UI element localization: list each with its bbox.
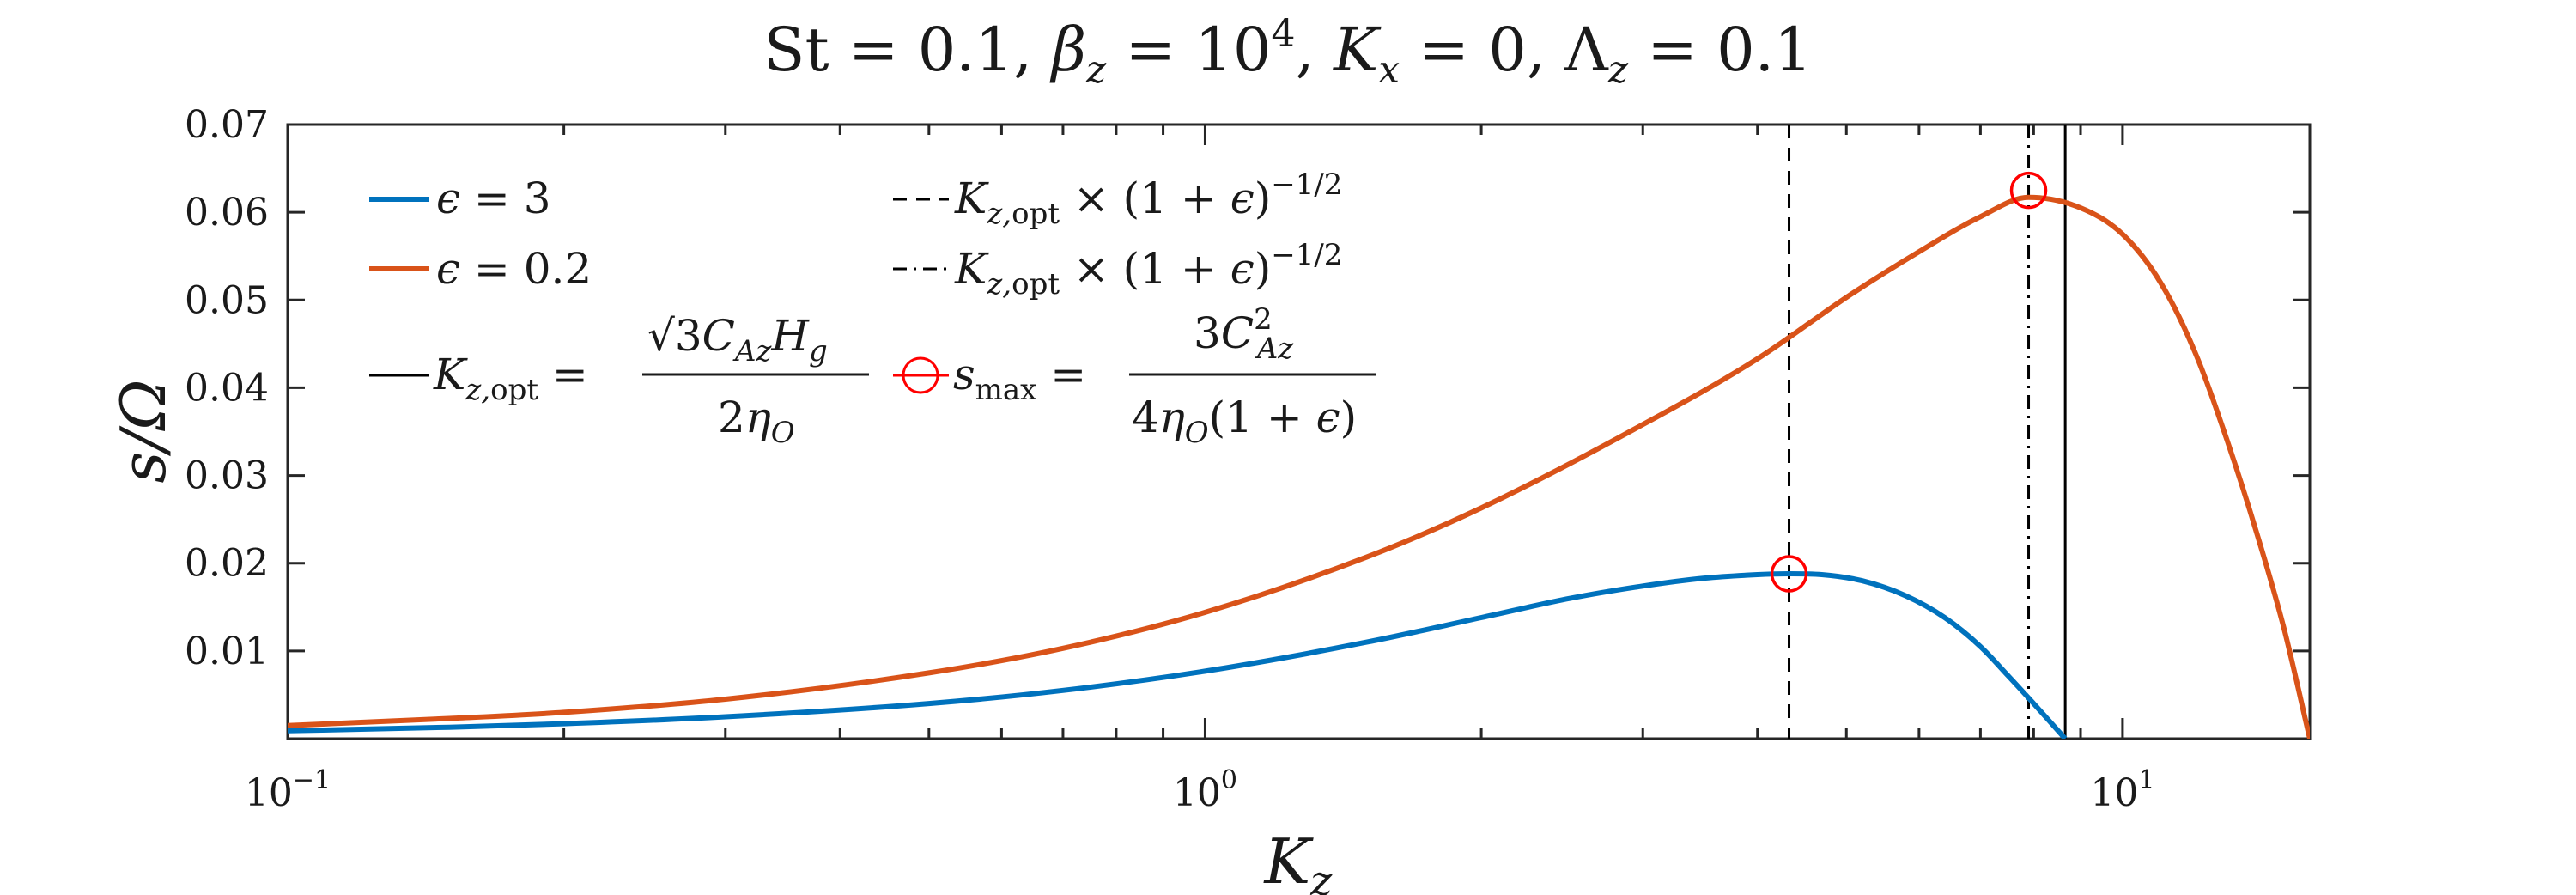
legend-swatch-smax-circle xyxy=(902,356,939,394)
x-tick-label-2: 101 xyxy=(2090,765,2154,815)
series-layer xyxy=(288,194,2310,739)
legend-label-eps3: ϵ = 3 xyxy=(436,174,551,223)
y-axis-label: s/Ω xyxy=(107,380,179,484)
legend-label-dashdot: Kz,opt × (1 + ϵ)−1/2 xyxy=(954,238,1342,301)
plot-area xyxy=(286,123,2312,740)
legend-entry-kzopt: Kz,opt = √3CAzHg 2ηO xyxy=(369,311,869,450)
title-st: St = 0.1, xyxy=(763,15,1051,85)
y-tick-label-0: 0.01 xyxy=(185,630,269,673)
y-tick-label-3: 0.04 xyxy=(185,366,269,410)
smax-marker-1 xyxy=(2009,171,2048,210)
series-line-eps3 xyxy=(288,571,2068,739)
kzopt-numerator: √3CAzHg xyxy=(647,311,828,368)
reference-lines xyxy=(1788,125,2067,739)
legend: ϵ = 3 ϵ = 0.2 Kz,opt = √3CAzHg 2ηO Kz,op… xyxy=(369,167,1376,450)
legend-label-smax: smax = xyxy=(953,350,1086,407)
legend-label-kzopt: Kz,opt = xyxy=(433,350,588,407)
y-axis: 0.01 0.02 0.03 0.04 0.05 0.06 0.07 xyxy=(185,103,2310,673)
legend-entry-dashdot: Kz,opt × (1 + ϵ)−1/2 xyxy=(893,238,1342,301)
x-axis: 10−1 100 101 xyxy=(245,125,2154,815)
marker-layer xyxy=(1770,171,2048,593)
smax-denominator: 4ηO(1 + ϵ) xyxy=(1132,393,1357,450)
legend-entry-eps02: ϵ = 0.2 xyxy=(369,244,592,294)
y-tick-label-5: 0.06 xyxy=(185,191,269,234)
y-tick-label-2: 0.03 xyxy=(185,454,269,498)
legend-entry-smax: smax = 3C2 Az 4ηO(1 + ϵ) xyxy=(893,302,1376,450)
y-tick-label-1: 0.02 xyxy=(185,542,269,586)
y-tick-label-6: 0.07 xyxy=(185,103,269,147)
y-tick-label-4: 0.05 xyxy=(185,278,269,322)
x-tick-label-1: 100 xyxy=(1173,765,1237,815)
chart-title: St = 0.1, βz = 104, Kx = 0, Λz = 0.1 xyxy=(763,12,1812,92)
legend-label-dashed: Kz,opt × (1 + ϵ)−1/2 xyxy=(954,167,1342,231)
legend-label-eps02: ϵ = 0.2 xyxy=(436,244,592,294)
kzopt-denominator: 2ηO xyxy=(718,393,795,450)
x-axis-label: Kz xyxy=(1262,825,1333,895)
smax-marker-0 xyxy=(1770,555,1808,593)
x-tick-label-0: 10−1 xyxy=(245,765,331,815)
legend-entry-eps3: ϵ = 3 xyxy=(369,174,551,223)
smax-numerator: 3C2 Az xyxy=(1194,302,1294,366)
legend-entry-dashed: Kz,opt × (1 + ϵ)−1/2 xyxy=(893,167,1342,231)
series-line-eps02 xyxy=(288,194,2310,739)
